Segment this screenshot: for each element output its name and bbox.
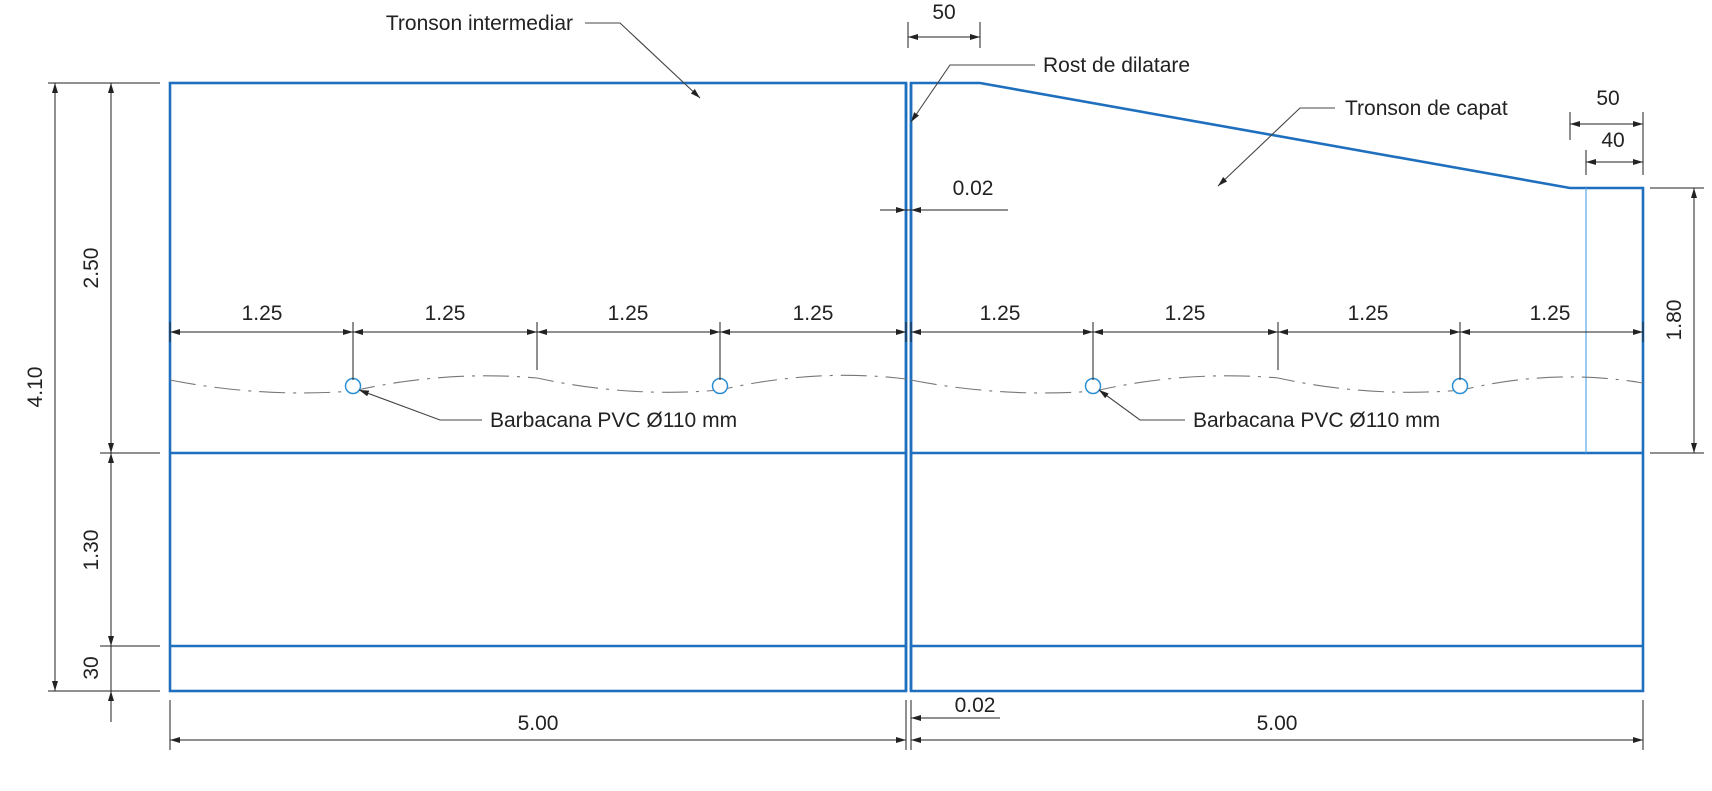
- callouts: Tronson intermediar Rost de dilatare Tro…: [358, 12, 1508, 432]
- joint-bottom-label: 0.02: [955, 694, 996, 717]
- right-segment: [909, 81, 1645, 693]
- rost-de-dilatare-label: Rost de dilatare: [1043, 54, 1190, 77]
- weep-spacing-label: 1.25: [1165, 302, 1206, 325]
- left-segment-outline: [168, 81, 908, 693]
- weep-hole: [1451, 377, 1469, 395]
- end-height-label: 1.80: [1663, 300, 1686, 341]
- top-offset-dimension: 50: [907, 1, 981, 48]
- weep-spacing-label: 1.25: [608, 302, 649, 325]
- joint-top-label: 0.02: [953, 177, 994, 200]
- tronson-intermediar-label: Tronson intermediar: [386, 12, 573, 35]
- total-height-label: 4.10: [24, 367, 47, 408]
- weep-hole: [711, 377, 729, 395]
- joint-top-dimension: 0.02: [880, 177, 1008, 213]
- right-segment-outline: [909, 81, 1645, 693]
- weep-spacing-label: 1.25: [980, 302, 1021, 325]
- weep-hole: [344, 377, 362, 395]
- barbacana-right-label: Barbacana PVC Ø110 mm: [1193, 409, 1440, 432]
- base-height-label: 30: [80, 656, 103, 679]
- weep-spacing-label: 1.25: [1348, 302, 1389, 325]
- middle-height-label: 1.30: [80, 530, 103, 571]
- tronson-de-capat-label: Tronson de capat: [1345, 97, 1508, 120]
- weep-hole: [1084, 377, 1102, 395]
- left-segment: [168, 81, 908, 693]
- end-top-50-label: 50: [1596, 87, 1619, 110]
- length-dimensions: 5.00 5.00 0.02: [169, 694, 1644, 750]
- weep-spacing-label: 1.25: [242, 302, 283, 325]
- weep-spacing-label: 1.25: [793, 302, 834, 325]
- barbacana-left-label: Barbacana PVC Ø110 mm: [490, 409, 737, 432]
- drainage-line: [169, 374, 1644, 394]
- weep-spacing-dimensions: 1.25 1.25 1.25 1.25 1.25 1.25 1.25 1.25: [169, 302, 1644, 380]
- right-height-dimension: 1.80: [1650, 187, 1704, 454]
- upper-height-label: 2.50: [80, 248, 103, 289]
- end-top-40-label: 40: [1601, 129, 1624, 152]
- weep-spacing-label: 1.25: [425, 302, 466, 325]
- left-length-label: 5.00: [518, 712, 559, 735]
- weep-spacing-label: 1.25: [1530, 302, 1571, 325]
- left-height-dimensions: 4.10 2.50 1.30 30: [24, 82, 160, 722]
- right-length-label: 5.00: [1257, 712, 1298, 735]
- top-offset-label: 50: [932, 1, 955, 24]
- end-top-dimensions: 50 40: [1569, 87, 1644, 175]
